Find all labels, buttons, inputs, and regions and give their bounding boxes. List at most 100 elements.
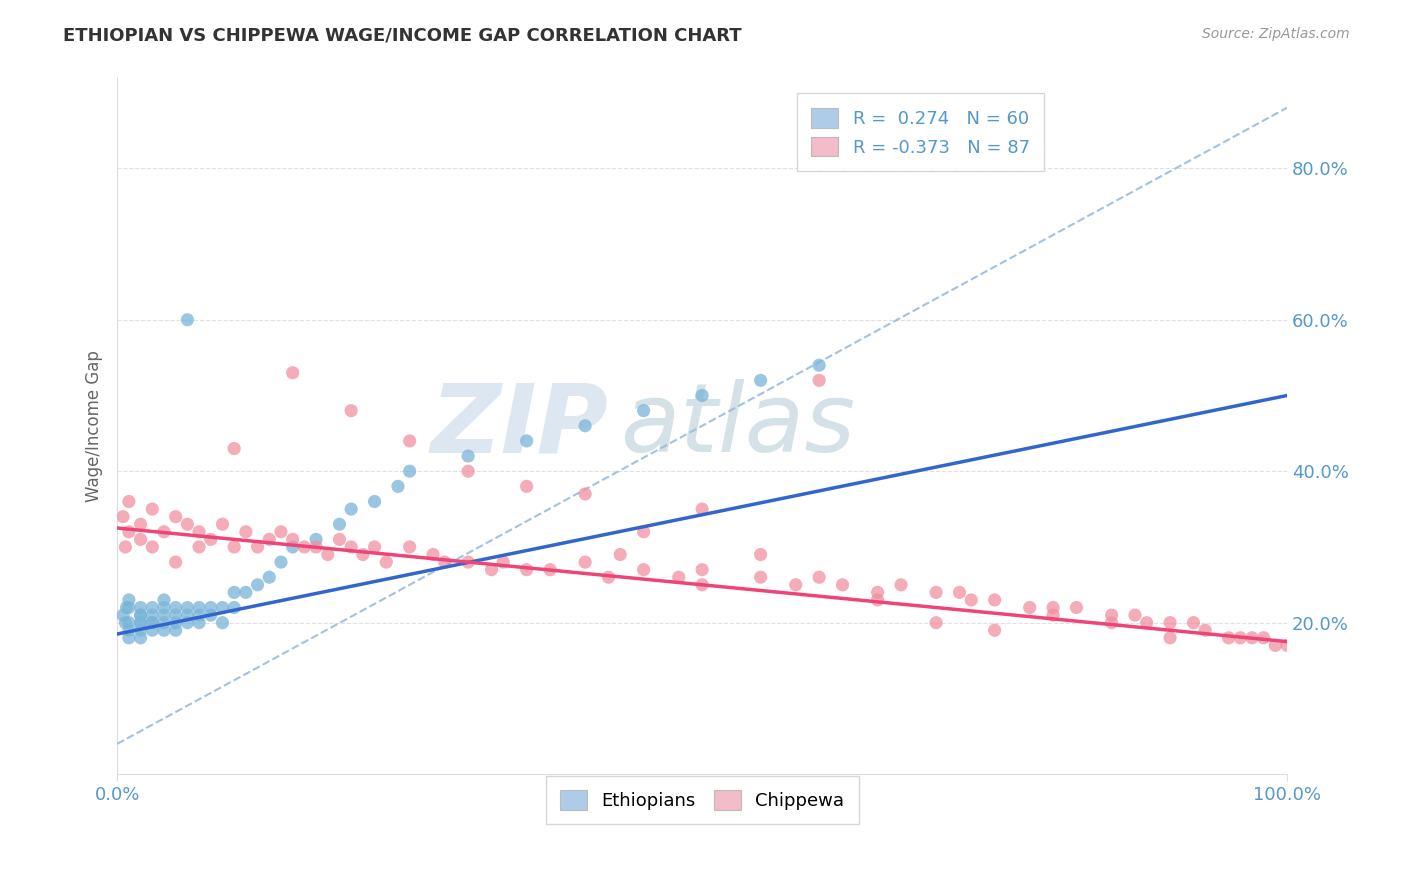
Point bbox=[129, 608, 152, 623]
Y-axis label: Wage/Income Gap: Wage/Income Gap bbox=[86, 350, 103, 501]
Point bbox=[112, 608, 135, 623]
Point bbox=[866, 585, 889, 599]
Point bbox=[1182, 615, 1205, 630]
Point bbox=[141, 615, 163, 630]
Point bbox=[153, 524, 176, 539]
Point bbox=[118, 631, 141, 645]
Point bbox=[808, 358, 831, 372]
Point bbox=[118, 524, 141, 539]
Point bbox=[866, 593, 889, 607]
Point bbox=[1264, 639, 1286, 653]
Point bbox=[328, 533, 350, 547]
Point bbox=[481, 563, 503, 577]
Point bbox=[165, 509, 187, 524]
Point bbox=[165, 600, 187, 615]
Point bbox=[1018, 600, 1040, 615]
Point bbox=[129, 608, 152, 623]
Point bbox=[1042, 600, 1064, 615]
Point bbox=[224, 442, 246, 456]
Point bbox=[375, 555, 398, 569]
Point bbox=[114, 615, 136, 630]
Point bbox=[948, 585, 970, 599]
Point bbox=[115, 600, 138, 615]
Point bbox=[1253, 631, 1275, 645]
Point bbox=[118, 600, 141, 615]
Point bbox=[328, 517, 350, 532]
Point bbox=[1042, 608, 1064, 623]
Point bbox=[176, 517, 198, 532]
Point bbox=[224, 600, 246, 615]
Point bbox=[165, 555, 187, 569]
Point bbox=[165, 615, 187, 630]
Point bbox=[398, 464, 420, 478]
Point bbox=[188, 608, 211, 623]
Point bbox=[305, 540, 328, 554]
Point bbox=[188, 600, 211, 615]
Point bbox=[188, 524, 211, 539]
Point bbox=[983, 593, 1005, 607]
Point bbox=[574, 555, 596, 569]
Point bbox=[235, 524, 257, 539]
Point bbox=[340, 403, 363, 417]
Point bbox=[141, 502, 163, 516]
Point bbox=[925, 585, 948, 599]
Point bbox=[785, 578, 807, 592]
Point bbox=[141, 624, 163, 638]
Point bbox=[690, 563, 713, 577]
Point bbox=[1101, 608, 1123, 623]
Point bbox=[188, 540, 211, 554]
Point bbox=[141, 615, 163, 630]
Point bbox=[808, 373, 831, 387]
Point bbox=[457, 555, 479, 569]
Point bbox=[118, 615, 141, 630]
Point bbox=[129, 615, 152, 630]
Point bbox=[890, 578, 912, 592]
Point bbox=[153, 600, 176, 615]
Point bbox=[960, 593, 983, 607]
Point bbox=[129, 600, 152, 615]
Point bbox=[281, 533, 304, 547]
Point bbox=[516, 563, 538, 577]
Point bbox=[749, 548, 772, 562]
Point bbox=[609, 548, 631, 562]
Point bbox=[633, 403, 655, 417]
Point bbox=[129, 615, 152, 630]
Point bbox=[129, 624, 152, 638]
Point bbox=[808, 570, 831, 584]
Point bbox=[1194, 624, 1216, 638]
Point bbox=[129, 533, 152, 547]
Point bbox=[352, 548, 374, 562]
Point bbox=[224, 585, 246, 599]
Point bbox=[1218, 631, 1240, 645]
Point bbox=[141, 600, 163, 615]
Point bbox=[165, 624, 187, 638]
Point bbox=[1101, 615, 1123, 630]
Point bbox=[398, 434, 420, 448]
Point bbox=[129, 631, 152, 645]
Point bbox=[259, 533, 281, 547]
Point bbox=[925, 615, 948, 630]
Point bbox=[153, 624, 176, 638]
Point bbox=[398, 540, 420, 554]
Point bbox=[153, 608, 176, 623]
Point bbox=[118, 593, 141, 607]
Point bbox=[200, 608, 222, 623]
Text: Source: ZipAtlas.com: Source: ZipAtlas.com bbox=[1202, 27, 1350, 41]
Point bbox=[118, 624, 141, 638]
Point bbox=[200, 533, 222, 547]
Point bbox=[668, 570, 690, 584]
Point bbox=[363, 494, 385, 508]
Point bbox=[176, 312, 198, 326]
Point bbox=[516, 434, 538, 448]
Point bbox=[165, 608, 187, 623]
Point bbox=[211, 615, 233, 630]
Point bbox=[305, 533, 328, 547]
Point bbox=[200, 600, 222, 615]
Point bbox=[129, 517, 152, 532]
Point bbox=[831, 578, 853, 592]
Point bbox=[153, 615, 176, 630]
Point bbox=[457, 449, 479, 463]
Point bbox=[749, 373, 772, 387]
Point bbox=[270, 524, 292, 539]
Point bbox=[114, 540, 136, 554]
